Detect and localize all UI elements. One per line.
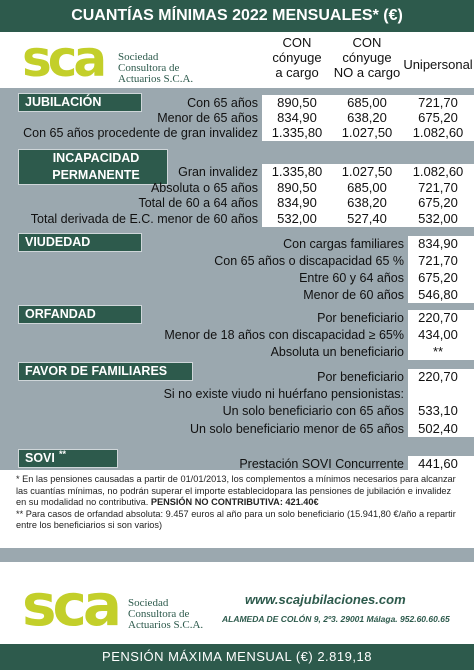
section-title-sup: ** [59,449,67,459]
logo-name: Consultora de [128,608,190,620]
value: 685,00 [347,180,387,195]
logo-mark: sca [22,30,107,88]
bottom-bar: PENSIÓN MÁXIMA MENSUAL (€) 2.819,18 [0,644,474,670]
value-panel [408,310,474,360]
section-header: JUBILACIÓN [18,93,142,112]
logo-mark: sca [22,571,122,639]
row-label: Total de 60 a 64 años [138,196,258,210]
logo-name: Sociedad [118,51,159,63]
strip [0,548,474,562]
section-title: PERMANENTE [52,168,140,182]
section-title: JUBILACIÓN [25,95,102,109]
title: CUANTÍAS MÍNIMAS 2022 MENSUALES* (€) [0,0,474,32]
section-title: INCAPACIDAD [52,151,140,165]
row-label: Menor de 65 años [157,111,258,125]
value: ** [432,344,444,359]
section-header: VIUDEDAD [18,233,142,252]
row-label: Por beneficiario [317,311,404,325]
row-label: Absoluta un beneficiario [270,345,404,359]
value: 532,00 [277,211,317,226]
logo-name: Actuarios S.C.A. [118,73,194,85]
row-label: Por beneficiario [317,370,404,384]
value: 546,80 [418,287,458,302]
value: 890,50 [277,95,317,110]
row-label: Con cargas familiares [283,237,404,251]
value: 502,40 [418,421,458,436]
value-panel [408,236,474,303]
value: 1.335,80 [271,125,323,140]
value-panel [408,456,474,472]
value-panel [262,164,474,227]
value: 721,70 [418,253,458,268]
logo-name: Actuarios S.C.A. [128,619,204,631]
value: 638,20 [347,195,387,210]
value: 1.027,50 [341,125,393,140]
value: 721,70 [418,180,458,195]
value: 638,20 [347,110,387,125]
row-label: Entre 60 y 64 años [299,271,404,285]
value: 532,00 [418,211,458,226]
section-title: SOVI [25,451,55,465]
column-header: cónyuge [272,50,322,65]
row-label: Gran invalidez [178,165,258,179]
row-label: Con 65 años procedente de gran invalidez [23,126,258,140]
row-label: Con 65 años o discapacidad 65 % [214,254,404,268]
value: 675,20 [418,195,458,210]
column-header: CON [282,35,312,50]
section-header: INCAPACIDAD PERMANENTE [18,149,168,185]
logo-name: Sociedad [128,597,169,609]
section-title: VIUDEDAD [25,235,91,249]
value: 721,70 [418,95,458,110]
row-label: Absoluta o 65 años [150,181,258,195]
row-label: Un solo beneficiario con 65 años [222,404,404,418]
column-header: Unipersonal [403,57,473,72]
row-label: Con 65 años [187,96,258,110]
section-title: ORFANDAD [25,307,96,321]
value: 220,70 [418,310,458,325]
value: 675,20 [418,270,458,285]
value: 834,90 [277,195,317,210]
section-title: FAVOR DE FAMILIARES [25,364,168,378]
value: 434,00 [418,327,458,342]
value: 1.335,80 [271,164,323,179]
column-header: NO a cargo [333,65,401,80]
note: * En las pensiones causadas a partir de … [16,474,456,507]
section-header: SOVI ** [18,449,118,468]
value: 220,70 [418,369,458,384]
note-bold: PENSIÓN NO CONTRIBUTIVA: 421.40€ [150,497,319,507]
value: 834,90 [277,110,317,125]
value: 441,60 [418,456,458,471]
row-label: Menor de 60 años [303,288,404,302]
value-panel [262,95,474,141]
notes: * En las pensiones causadas a partir de … [16,474,462,532]
row-label: Si no existe viudo ni huérfano pensionis… [163,387,404,401]
row-label: Prestación SOVI Concurrente [239,457,404,471]
address: ALAMEDA DE COLÓN 9, 2º3. 29001 Málaga. 9… [222,614,450,624]
value: 1.082,60 [412,125,464,140]
value: 675,20 [418,110,458,125]
row-label: Un solo beneficiario menor de 65 años [189,422,404,436]
value: 685,00 [347,95,387,110]
value: 533,10 [418,403,458,418]
value: 1.082,60 [412,164,464,179]
value: 527,40 [347,211,387,226]
value: 1.027,50 [341,164,393,179]
row-label: Menor de 18 años con discapacidad ≥ 65% [164,328,404,342]
website: www.scajubilaciones.com [245,592,406,607]
note: ** Para casos de orfandad absoluta: 9.45… [16,508,456,531]
value: 890,50 [277,180,317,195]
logo-name: Consultora de [118,62,180,74]
column-header: cónyuge [342,50,392,65]
value: 834,90 [418,236,458,251]
row-label: Total derivada de E.C. menor de 60 años [30,212,258,226]
section-header: ORFANDAD [18,305,142,324]
column-header: a cargo [275,65,319,80]
value-panel [408,369,474,437]
section-header: FAVOR DE FAMILIARES [18,362,193,381]
column-header: CON [352,35,382,50]
